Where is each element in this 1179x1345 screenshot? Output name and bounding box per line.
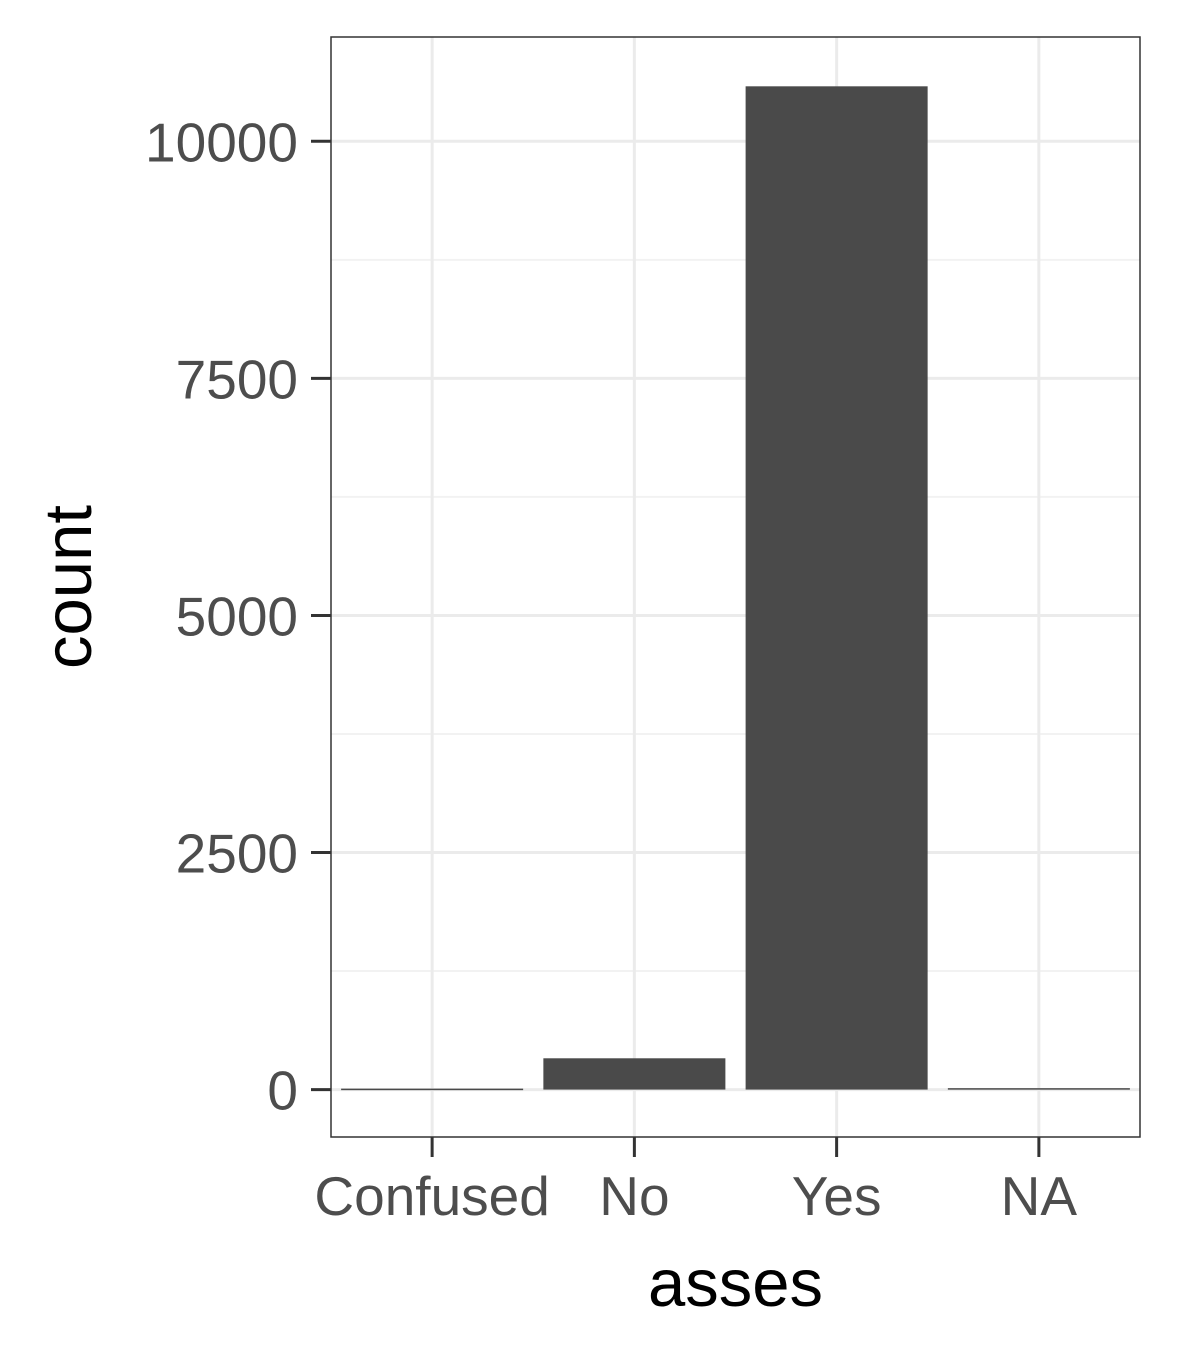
x-tick-label-yes: Yes (792, 1165, 882, 1227)
bar-no (543, 1058, 726, 1090)
x-tick-label-na: NA (1001, 1165, 1078, 1227)
bar-yes (745, 86, 928, 1090)
y-axis-title: count (31, 505, 106, 669)
tick-labels: 0 2500 5000 7500 10000 Confused No Yes NA (145, 111, 1077, 1227)
bars (341, 86, 1130, 1091)
y-tick-label: 10000 (145, 111, 298, 173)
x-axis-title: asses (648, 1246, 823, 1321)
x-tick-label-confused: Confused (314, 1165, 549, 1227)
x-tick-label-no: No (599, 1165, 669, 1227)
bar-confused (341, 1088, 524, 1091)
y-tick-label: 5000 (176, 585, 298, 647)
grid-lines (331, 37, 1140, 1137)
axis-ticks (311, 139, 1041, 1157)
y-tick-label: 0 (267, 1060, 298, 1122)
bar-na (947, 1088, 1130, 1090)
y-tick-label: 2500 (176, 823, 298, 885)
panel-border (330, 36, 1141, 1138)
y-tick-label: 7500 (176, 348, 298, 410)
